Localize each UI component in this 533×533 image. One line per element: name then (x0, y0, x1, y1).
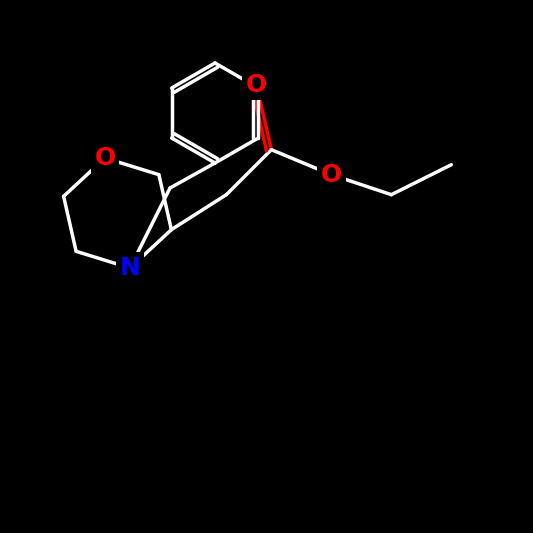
Text: N: N (119, 256, 140, 280)
Text: O: O (246, 72, 267, 96)
Text: O: O (94, 146, 116, 170)
Text: O: O (321, 163, 342, 187)
